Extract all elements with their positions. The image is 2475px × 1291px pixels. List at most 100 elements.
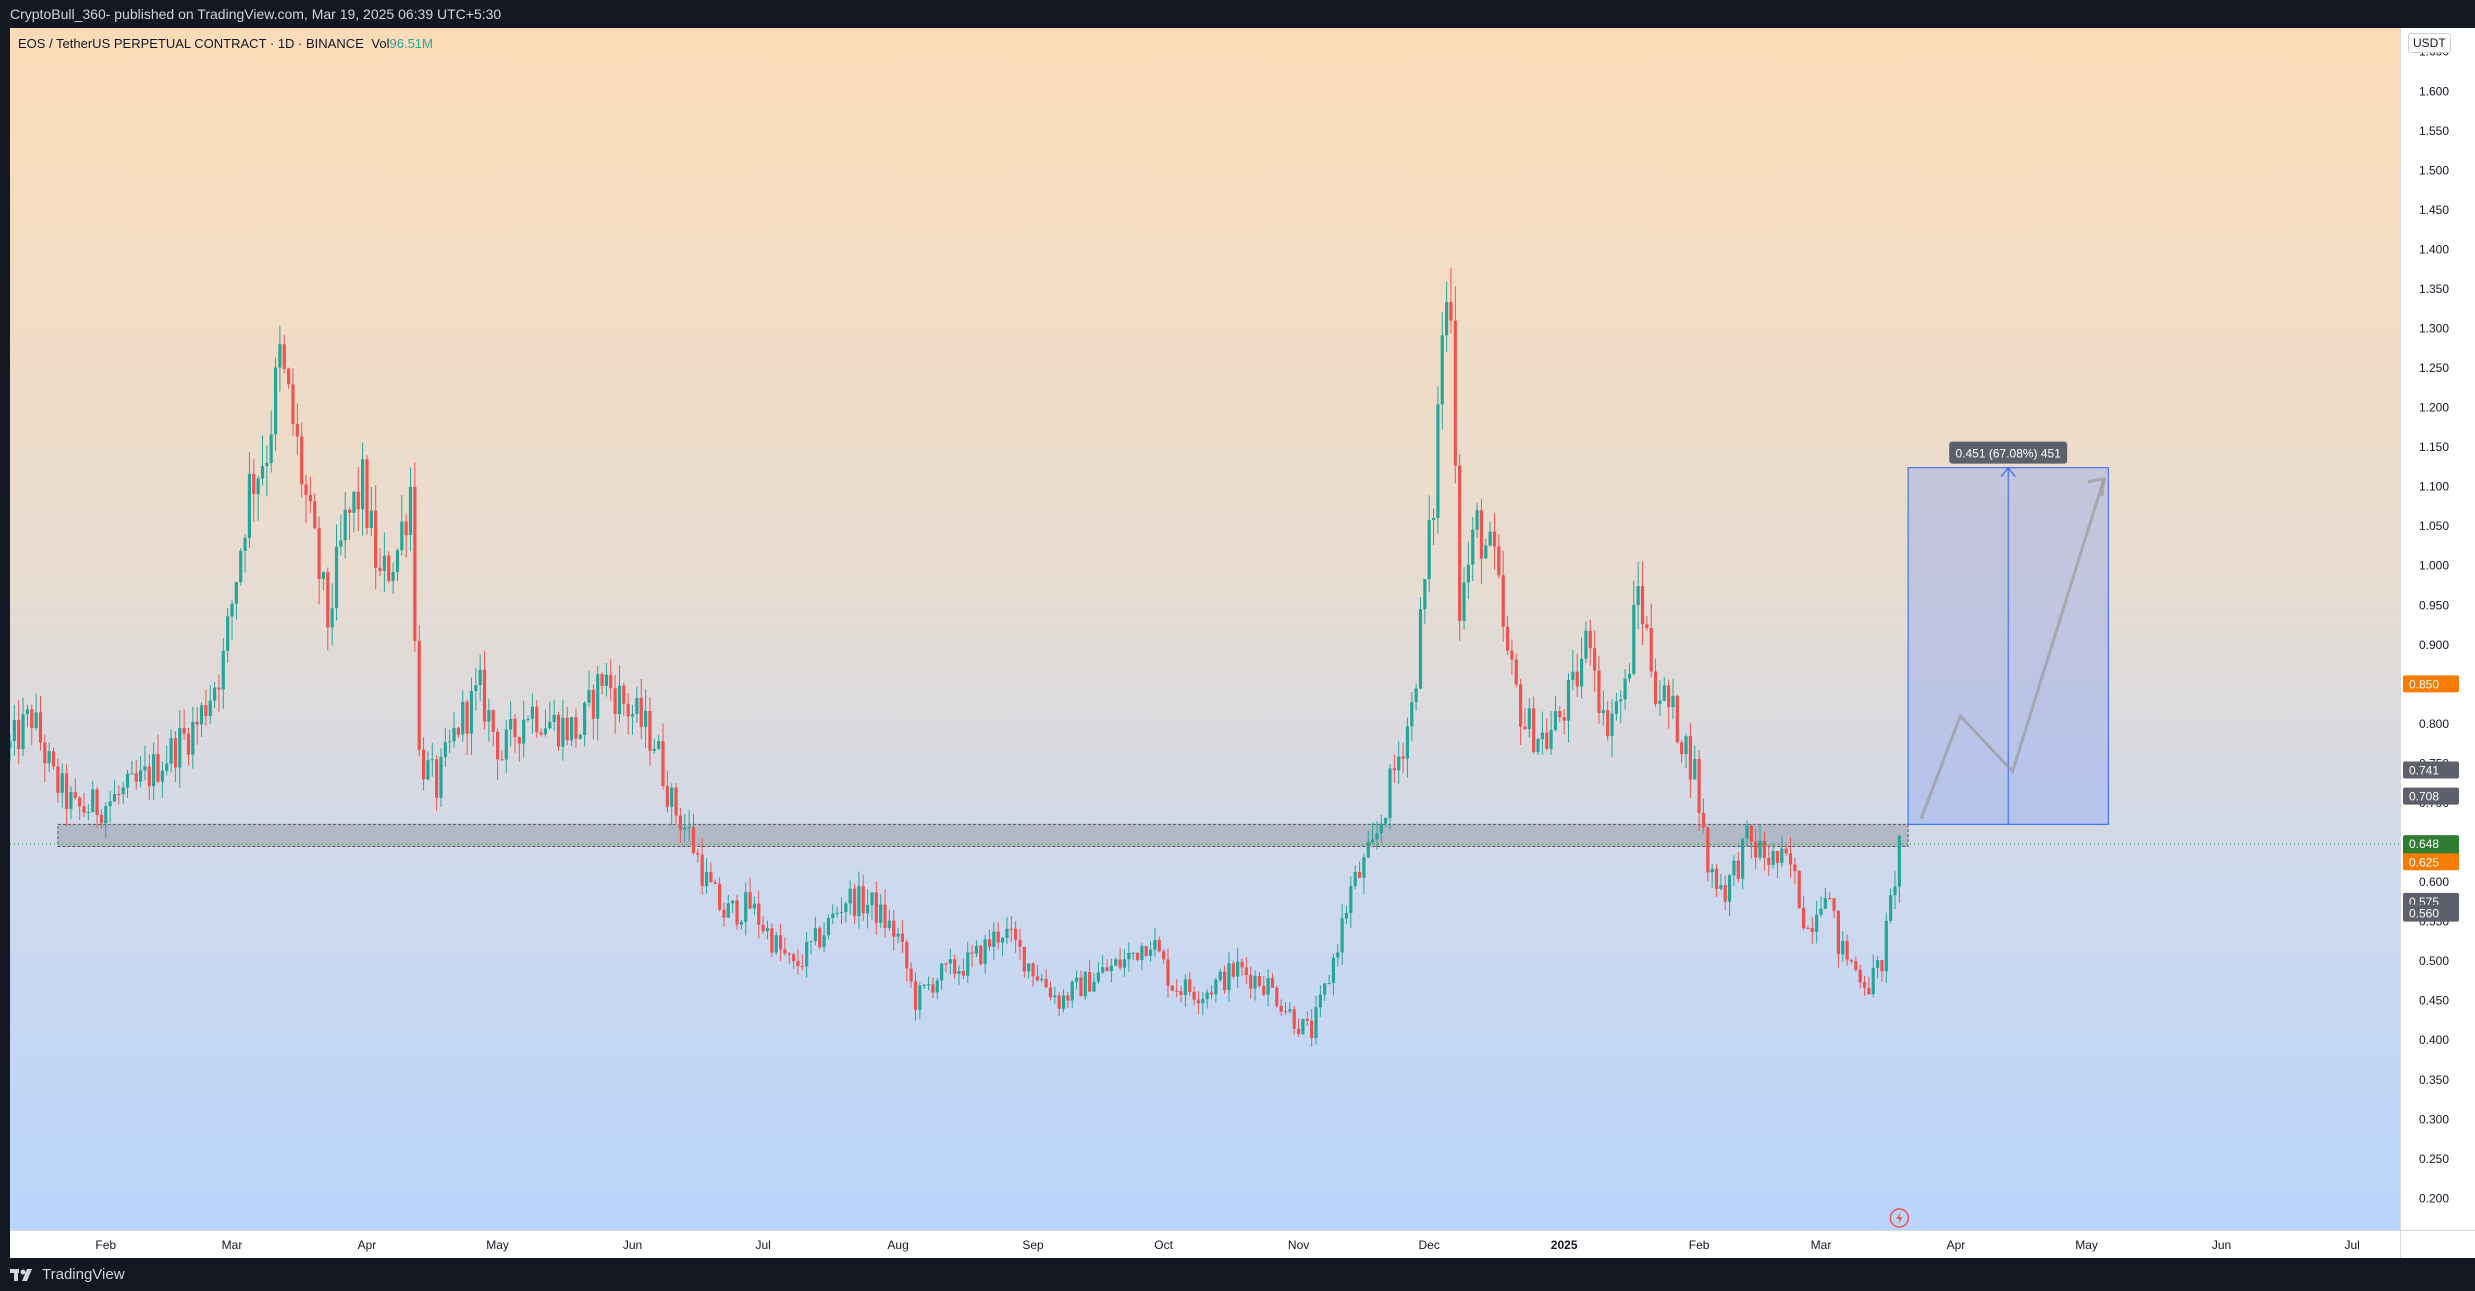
candle-body xyxy=(69,792,73,809)
candle-body xyxy=(1610,713,1614,737)
candle-body xyxy=(1379,823,1383,834)
candle-body xyxy=(979,945,983,964)
candle xyxy=(160,761,164,798)
candle xyxy=(1101,955,1105,974)
bottom-bar: TradingView xyxy=(0,1258,2475,1291)
tradingview-brand[interactable]: TradingView xyxy=(10,1264,125,1286)
candle xyxy=(770,923,774,958)
candle xyxy=(130,760,134,775)
candle-body xyxy=(944,963,948,965)
candle xyxy=(517,736,521,762)
candle xyxy=(1871,954,1875,998)
price-badge-label: 0.625 xyxy=(2409,855,2439,869)
candle xyxy=(848,880,852,915)
candle-body xyxy=(282,344,286,369)
candle-body xyxy=(1340,918,1344,953)
candle xyxy=(278,325,282,392)
candle xyxy=(826,914,831,940)
candle-body xyxy=(957,970,961,974)
axis-corner xyxy=(2400,1230,2475,1258)
candle xyxy=(143,745,147,781)
projection-path xyxy=(1919,478,2106,820)
candle xyxy=(1501,550,1505,642)
candle xyxy=(1858,964,1862,989)
volume-label: Vol xyxy=(371,36,390,51)
time-axis[interactable]: Feb Mar Apr May Jun Jul Aug Sep Oct Nov Dec 2025 Feb… xyxy=(10,1230,2400,1258)
currency-badge[interactable]: USDT xyxy=(2408,33,2451,53)
candle xyxy=(548,701,552,730)
candle xyxy=(609,659,613,701)
candlestick-chart[interactable]: 0.451 (67.08%) 451 xyxy=(10,28,2400,1230)
candle-body xyxy=(1880,960,1884,972)
candle xyxy=(1270,972,1275,988)
candle-body xyxy=(10,741,12,748)
candle-body xyxy=(461,701,465,735)
candle xyxy=(1714,864,1719,897)
candle-body xyxy=(1492,531,1497,547)
price-axis[interactable]: 0.2000.2500.3000.3500.4000.4500.5000.550… xyxy=(2400,28,2475,1230)
candle xyxy=(1545,717,1549,751)
candle-body xyxy=(1505,626,1510,651)
price-tick-label: 0.900 xyxy=(2419,638,2449,652)
candle xyxy=(30,704,34,746)
candle-body xyxy=(391,572,395,581)
candle xyxy=(913,972,918,1021)
candle xyxy=(413,462,417,652)
candle-body xyxy=(1371,839,1375,843)
candle xyxy=(356,466,360,531)
candle-body xyxy=(852,888,857,917)
candle xyxy=(822,922,826,953)
candle-body xyxy=(935,980,939,993)
candle xyxy=(1288,1002,1292,1014)
candle xyxy=(1527,698,1531,738)
candle xyxy=(783,937,787,956)
candle xyxy=(983,934,987,974)
candle-body xyxy=(1079,977,1083,997)
candle-body xyxy=(896,933,900,937)
candle-body xyxy=(439,757,443,798)
candle xyxy=(1497,534,1501,579)
candle-body xyxy=(1501,575,1505,627)
candle-body xyxy=(1205,992,1209,1000)
candle xyxy=(1040,973,1044,983)
candle xyxy=(561,699,565,761)
candle xyxy=(1366,831,1370,859)
candle xyxy=(1558,706,1562,723)
price-tick-label: 0.250 xyxy=(2419,1152,2449,1166)
candle-body xyxy=(1762,840,1767,859)
candle-body xyxy=(1222,971,1227,991)
candle-body xyxy=(243,537,247,551)
candle xyxy=(1710,863,1714,888)
candle xyxy=(1209,985,1214,1000)
candle xyxy=(1240,958,1244,977)
candle xyxy=(1379,815,1383,843)
candle-body xyxy=(905,942,909,969)
candle-body xyxy=(1775,851,1780,863)
candle-body xyxy=(1440,335,1444,405)
candle xyxy=(1492,513,1497,570)
candle xyxy=(1780,836,1784,868)
candle xyxy=(91,780,95,813)
candle xyxy=(844,901,848,923)
candle xyxy=(395,548,400,582)
candle-body xyxy=(1684,736,1688,755)
candle-body xyxy=(926,984,931,986)
candle xyxy=(317,516,321,605)
candle-body xyxy=(1741,838,1745,879)
candle-body xyxy=(252,473,256,495)
candle-body xyxy=(356,491,360,510)
candle-body xyxy=(156,754,160,782)
chart-area[interactable]: 0.451 (67.08%) 451 EOS / TetherUS PERPET… xyxy=(10,28,2400,1230)
candle-body xyxy=(770,928,774,953)
candle-body xyxy=(326,572,330,628)
candle xyxy=(1109,958,1114,983)
candle xyxy=(1236,948,1240,988)
candle-body xyxy=(996,931,1000,943)
candle-body xyxy=(1693,758,1697,780)
candle-body xyxy=(395,550,400,573)
time-axis-scale: Feb Mar Apr May Jun Jul Aug Sep Oct Nov Dec 2025 Feb… xyxy=(95,1238,2359,1252)
candle-body xyxy=(626,703,630,717)
candle xyxy=(1671,678,1675,720)
candle xyxy=(1135,952,1140,962)
candle-body xyxy=(435,759,439,798)
